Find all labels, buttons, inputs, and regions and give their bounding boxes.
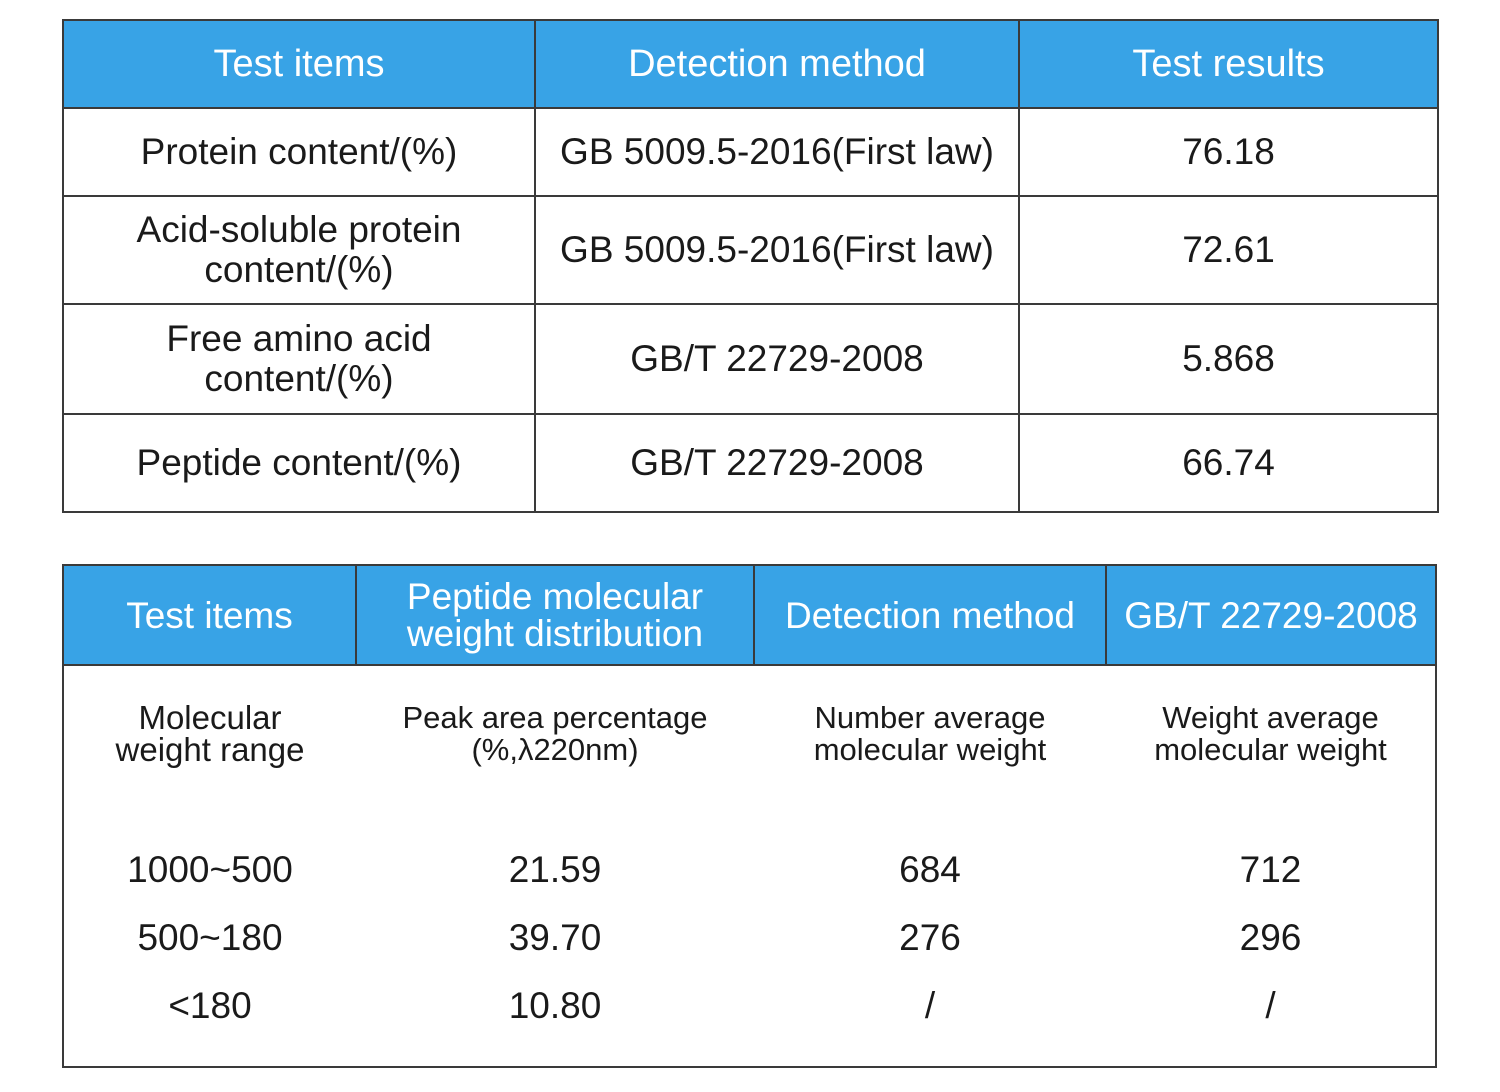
subheader-weight-average: Weight average molecular weight <box>1154 700 1387 767</box>
table-row: Peptide content/(%) GB/T 22729-2008 66.7… <box>62 413 1439 513</box>
cell-weight-average: / <box>1265 985 1276 1026</box>
cell-test-item: Peptide content/(%) <box>62 413 536 513</box>
cell-weight-average: 712 <box>1239 849 1302 890</box>
cell-detection-method: GB 5009.5-2016(First law) <box>534 107 1020 197</box>
cell-peak-area: 21.59 <box>508 849 602 890</box>
cell-number-average: 276 <box>899 917 961 958</box>
cell-weight-average: 296 <box>1239 917 1302 958</box>
header-test-items: Test items <box>64 566 356 666</box>
test-results-table: Test items Detection method Test results… <box>62 19 1439 513</box>
cell-test-item: Free amino acid content/(%) <box>62 303 536 415</box>
cell-peak-area: 10.80 <box>508 985 602 1026</box>
cell-peak-area: 39.70 <box>508 917 602 958</box>
cell-weight-range: <180 <box>168 985 252 1026</box>
subheader-weight-range: Molecular weight range <box>115 699 305 768</box>
header-test-items: Test items <box>62 19 536 109</box>
subheader-peak-area: Peak area percentage (%,λ220nm) <box>402 700 708 767</box>
header-detection-method: Detection method <box>753 566 1106 666</box>
cell-detection-method: GB/T 22729-2008 <box>534 413 1020 513</box>
table-row: 1000~500 21.59 684 712 <box>64 822 1435 904</box>
cell-test-result: 5.868 <box>1018 303 1439 415</box>
cell-detection-method: GB/T 22729-2008 <box>534 303 1020 415</box>
cell-number-average: / <box>924 985 936 1026</box>
table-row: Acid-soluble protein content/(%) GB 5009… <box>62 195 1439 305</box>
table-header-row: Test items Detection method Test results <box>62 19 1439 109</box>
table-row: Free amino acid content/(%) GB/T 22729-2… <box>62 303 1439 415</box>
header-detection-method: Detection method <box>534 19 1020 109</box>
cell-test-result: 66.74 <box>1018 413 1439 513</box>
table-header-row: Test items Peptide molecular weight dist… <box>64 566 1435 666</box>
subheader-number-average: Number average molecular weight <box>813 700 1047 767</box>
header-method-standard: GB/T 22729-2008 <box>1105 566 1435 666</box>
cell-weight-range: 1000~500 <box>127 849 293 890</box>
subheader-row: Molecular weight range Peak area percent… <box>64 665 1435 822</box>
molecular-weight-table: Test items Peptide molecular weight dist… <box>64 566 1435 1040</box>
cell-weight-range: 500~180 <box>137 917 283 958</box>
header-test-results: Test results <box>1018 19 1439 109</box>
cell-number-average: 684 <box>899 849 961 890</box>
table-row: Protein content/(%) GB 5009.5-2016(First… <box>62 107 1439 197</box>
cell-test-item: Protein content/(%) <box>62 107 536 197</box>
molecular-weight-table-frame: Test items Peptide molecular weight dist… <box>62 564 1437 1068</box>
header-peptide-distribution: Peptide molecular weight distribution <box>355 566 754 666</box>
cell-test-result: 76.18 <box>1018 107 1439 197</box>
cell-test-result: 72.61 <box>1018 195 1439 305</box>
cell-detection-method: GB 5009.5-2016(First law) <box>534 195 1020 305</box>
cell-test-item: Acid-soluble protein content/(%) <box>62 195 536 305</box>
table-row: <180 10.80 / / <box>64 972 1435 1040</box>
table-row: 500~180 39.70 276 296 <box>64 904 1435 972</box>
